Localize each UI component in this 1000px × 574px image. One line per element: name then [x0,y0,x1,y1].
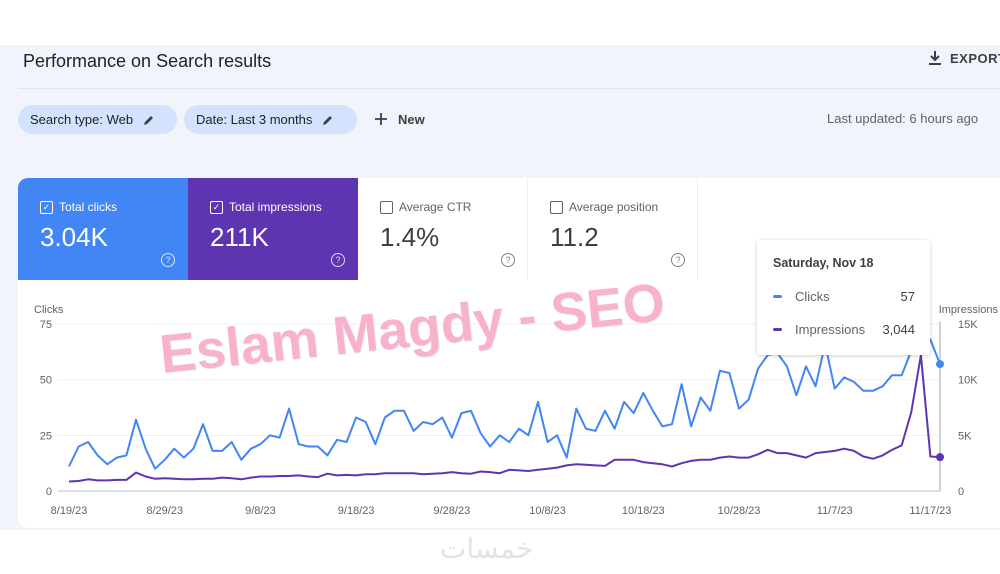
y-left-tick-label: 50 [40,375,52,387]
site-watermark: خمسات [440,533,534,564]
y-left-axis-label: Clicks [34,304,64,316]
metric-tile-average-position[interactable]: Average position 11.2 ? [528,178,698,280]
tooltip-row-impressions: Impressions 3,044 [773,322,915,337]
clicks-series-line [68,329,941,470]
page-title: Performance on Search results [23,51,272,71]
last-updated-text: Last updated: 6 hours ago [827,111,979,126]
metric-value: 3.04K [40,222,108,252]
checkbox-checked-icon[interactable]: ✓ [40,200,53,214]
tooltip-row-clicks: Clicks 57 [773,289,915,304]
y-right-tick-label: 0 [958,486,964,498]
y-right-axis-label: Impressions [939,304,999,316]
x-tick-label: 10/28/23 [718,505,761,517]
tooltip-value: 57 [900,289,915,304]
help-icon[interactable]: ? [331,253,345,267]
help-icon[interactable]: ? [161,253,175,267]
x-tick-label: 9/28/23 [434,505,471,517]
search-type-filter-chip[interactable]: Search type: Web [18,105,177,134]
export-label: EXPORT [950,50,1000,66]
tooltip-value: 3,044 [882,322,915,337]
metric-label: Total clicks [59,200,118,214]
y-right-tick-label: 15K [958,319,978,331]
impressions-series-line [68,354,941,483]
metric-tile-total-impressions[interactable]: ✓ Total impressions 211K ? [188,178,358,280]
y-left-tick-label: 25 [40,430,52,442]
y-left-tick-label: 0 [46,486,52,498]
plus-icon [375,113,387,125]
x-tick-label: 10/18/23 [622,505,665,517]
tooltip-label: Impressions [795,322,866,337]
clicks-legend-swatch [773,295,782,298]
tooltip-label: Clicks [795,289,830,304]
metric-value: 211K [210,222,269,252]
metric-tile-total-clicks[interactable]: ✓ Total clicks 3.04K ? [18,178,188,280]
help-icon[interactable]: ? [501,253,515,267]
x-tick-label: 11/17/23 [909,505,951,517]
x-tick-label: 9/18/23 [338,505,375,517]
metric-label: Average position [569,200,659,214]
x-tick-label: 9/8/23 [245,505,276,517]
metric-label: Total impressions [229,200,322,214]
metric-value: 11.2 [550,222,599,252]
y-right-tick-label: 10K [958,375,978,387]
new-filter-button[interactable]: New [374,107,425,131]
new-label: New [398,111,425,127]
checkbox-unchecked-icon[interactable] [380,200,393,214]
metric-tile-average-ctr[interactable]: Average CTR 1.4% ? [358,178,528,280]
header-divider [18,88,1000,89]
pencil-icon [144,115,154,125]
export-button[interactable]: EXPORT [928,50,1000,66]
chip-label: Date: Last 3 months [196,112,313,127]
x-tick-label: 8/29/23 [146,505,183,517]
pencil-icon [323,115,333,125]
impressions-legend-swatch [773,328,782,331]
x-tick-label: 8/19/23 [51,505,88,517]
chart-tooltip: Saturday, Nov 18 Clicks 57 Impressions 3… [757,240,930,355]
clicks-hover-point [936,360,944,369]
y-right-tick-label: 5K [958,430,972,442]
date-filter-chip[interactable]: Date: Last 3 months [184,105,357,134]
checkbox-checked-icon[interactable]: ✓ [210,200,223,214]
x-tick-label: 10/8/23 [529,505,566,517]
download-icon [929,51,941,65]
impressions-hover-point [936,453,944,462]
x-tick-label: 11/7/23 [817,505,853,517]
help-icon[interactable]: ? [671,253,685,267]
metric-label: Average CTR [399,200,472,214]
metric-value: 1.4% [380,222,440,252]
y-left-tick-label: 75 [40,319,52,331]
checkbox-unchecked-icon[interactable] [550,200,563,214]
chip-label: Search type: Web [30,112,134,127]
tooltip-date: Saturday, Nov 18 [773,256,874,270]
